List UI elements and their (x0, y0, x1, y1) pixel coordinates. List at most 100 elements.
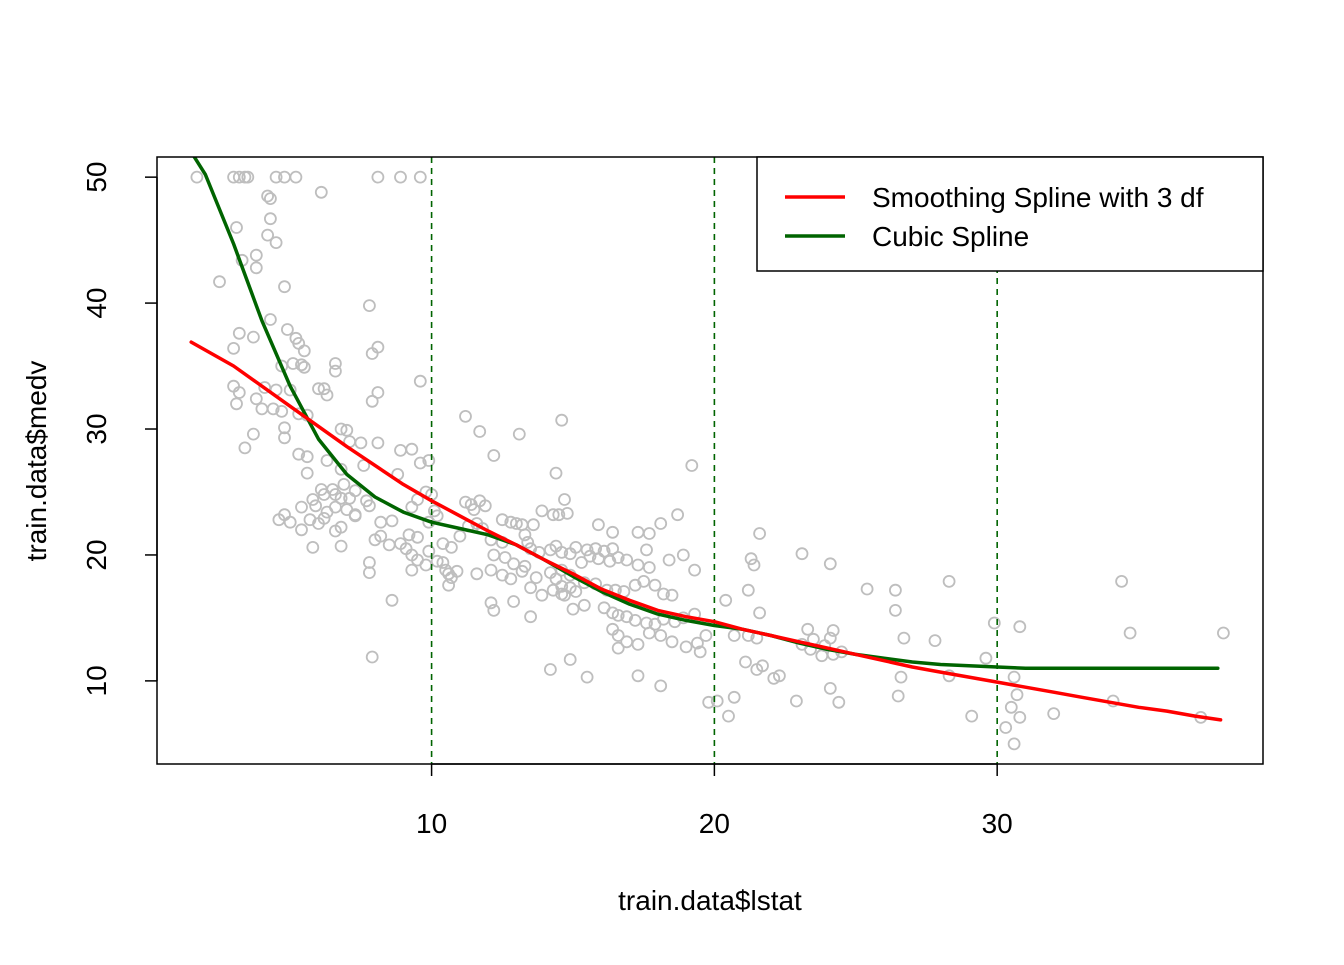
scatter-point (292, 447, 306, 461)
scatter-point (1123, 626, 1137, 640)
scatter-point (413, 374, 427, 388)
scatter-point (295, 358, 308, 372)
scatter-point (230, 397, 243, 411)
scatter-point (238, 441, 252, 455)
scatter-point (422, 544, 436, 558)
scatter-point (278, 431, 291, 445)
scatter-point (648, 578, 662, 592)
legend: Smoothing Spline with 3 df Cubic Spline (756, 156, 1264, 272)
scatter-point (665, 635, 679, 649)
scatter-point (266, 402, 280, 416)
scatter-point (258, 381, 272, 394)
scatter-point (549, 466, 563, 480)
scatter-point (312, 382, 325, 396)
x-tick-label: 10 (416, 808, 447, 839)
scatter-point (371, 386, 385, 399)
scatter-point (484, 596, 498, 610)
scatter-point (512, 427, 526, 441)
scatter-point (249, 248, 263, 262)
scatter-point (795, 547, 809, 561)
y-tick-label: 40 (81, 288, 112, 319)
scatter-point (422, 454, 436, 467)
scatter-point (894, 670, 908, 684)
scatter-point (555, 587, 569, 601)
scatter-point (1007, 670, 1021, 684)
scatter-point (823, 631, 837, 645)
scatter-points (190, 170, 1230, 751)
scatter-point (487, 604, 501, 617)
scatter-point (1013, 620, 1027, 634)
scatter-point (275, 359, 289, 373)
scatter-point (402, 528, 416, 542)
scatter-point (374, 515, 388, 529)
scatter-point (275, 404, 289, 418)
scatter-point (478, 499, 492, 513)
scatter-point (362, 499, 376, 513)
scatter-point (362, 299, 376, 313)
x-tick-label: 30 (982, 808, 1013, 839)
scatter-point (320, 454, 334, 467)
scatter-point (535, 588, 549, 602)
scatter-point (394, 170, 407, 184)
scatter-point (637, 575, 651, 588)
scatter-point (283, 515, 297, 529)
scatter-point (662, 553, 676, 567)
scatter-point (606, 542, 619, 556)
scatter-point (832, 695, 846, 709)
scatter-point (569, 585, 583, 598)
scatter-point (518, 528, 532, 542)
scatter-point (693, 645, 707, 659)
scatter-point (328, 364, 342, 378)
scatter-point (1007, 737, 1021, 751)
scatter-point (498, 551, 512, 564)
scatter-point (642, 527, 656, 540)
x-tick-label: 20 (699, 808, 730, 839)
x-axis-title: train.data$lstat (618, 885, 802, 916)
scatter-point (261, 189, 275, 203)
scatter-point (419, 558, 433, 572)
scatter-point (710, 694, 724, 708)
scatter-point (405, 442, 419, 456)
scatter-point (521, 536, 535, 549)
scatter-point (1010, 688, 1024, 702)
scatter-point (261, 228, 275, 242)
scatter-point (436, 537, 450, 550)
scatter-point (631, 638, 645, 651)
scatter-point (487, 548, 501, 562)
scatter-point (580, 543, 594, 557)
scatter-point (611, 629, 625, 642)
scatter-point (430, 509, 444, 523)
scatter-point (555, 546, 569, 559)
scatter-point (1013, 711, 1027, 724)
scatter-point (354, 436, 368, 450)
scatter-point (987, 616, 1001, 630)
scatter-point (685, 459, 699, 472)
scatter-point (190, 170, 204, 184)
scatter-point (524, 581, 537, 595)
scatter-point (314, 185, 328, 199)
scatter-point (999, 721, 1013, 734)
scatter-point (529, 571, 543, 584)
scatter-point (328, 500, 342, 514)
scatter-point (365, 394, 379, 408)
scatter-point (753, 527, 766, 540)
scatter-point (278, 280, 291, 294)
scatter-point (654, 629, 668, 642)
scatter-point (232, 386, 246, 399)
cubic-spline-line (192, 157, 1220, 671)
legend-label-cubic-spline: Cubic Spline (872, 221, 1029, 252)
scatter-point (249, 261, 263, 275)
scatter-point (860, 582, 874, 596)
scatter-point (654, 517, 668, 530)
scatter-point (295, 523, 308, 537)
scatter-point (642, 626, 656, 640)
scatter-point (328, 524, 342, 538)
legend-box (756, 156, 1264, 272)
scatter-point (289, 170, 303, 184)
scatter-point (413, 456, 427, 470)
scatter-point (552, 508, 566, 522)
scatter-point (671, 508, 684, 522)
scatter-point (691, 636, 704, 650)
scatter-point (580, 670, 594, 684)
